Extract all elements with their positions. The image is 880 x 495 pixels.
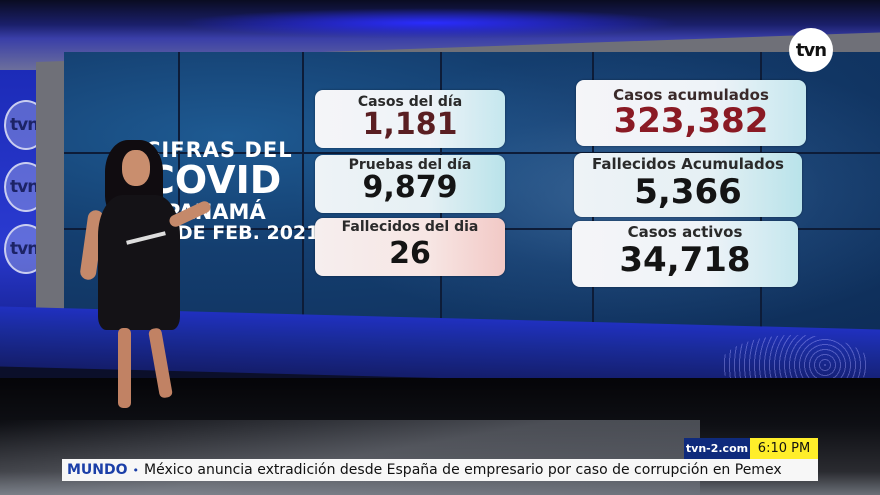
ticker-section: MUNDO bbox=[67, 462, 128, 478]
card-casos-acumulados: Casos acumulados 323,382 bbox=[576, 80, 806, 146]
presenter-dress bbox=[98, 195, 180, 330]
card-label: Casos del día bbox=[357, 94, 463, 110]
card-label: Casos acumulados bbox=[613, 86, 769, 104]
card-value: 1,181 bbox=[362, 107, 458, 142]
card-value: 323,382 bbox=[613, 101, 769, 141]
card-value: 26 bbox=[389, 236, 431, 271]
tvn-channel-logo: tvn bbox=[789, 28, 833, 72]
grid-line bbox=[178, 52, 180, 334]
ceiling-light bbox=[180, 8, 680, 38]
title-line-1: CIFRAS DEL bbox=[145, 138, 293, 162]
card-value: 9,879 bbox=[362, 170, 458, 205]
card-casos-activos: Casos activos 34,718 bbox=[572, 221, 798, 287]
card-fallecidos-acumulados: Fallecidos Acumulados 5,366 bbox=[574, 153, 802, 217]
card-label: Fallecidos Acumulados bbox=[592, 155, 784, 173]
website-tag: tvn-2.com bbox=[684, 438, 750, 459]
title-date: 9 DE FEB. 2021 bbox=[157, 222, 320, 244]
presenter bbox=[79, 140, 213, 420]
card-label: Casos activos bbox=[627, 223, 743, 241]
presenter-face bbox=[122, 150, 150, 186]
card-fallecidos-del-dia: Fallecidos del dia 26 bbox=[315, 218, 505, 276]
card-value: 5,366 bbox=[634, 172, 742, 212]
card-casos-del-dia: Casos del día 1,181 bbox=[315, 90, 505, 148]
grid-line bbox=[302, 52, 304, 334]
card-pruebas-del-dia: Pruebas del día 9,879 bbox=[315, 155, 505, 213]
bullet-icon: • bbox=[132, 463, 140, 477]
card-label: Pruebas del día bbox=[348, 157, 472, 173]
presenter-arm-pointing bbox=[167, 199, 213, 229]
card-value: 34,718 bbox=[619, 240, 751, 280]
presenter-leg bbox=[118, 328, 131, 408]
clock-tag: 6:10 PM bbox=[750, 438, 818, 459]
card-label: Fallecidos del dia bbox=[341, 219, 479, 235]
floor-reflection bbox=[0, 420, 700, 495]
news-ticker: MUNDO • México anuncia extradición desde… bbox=[62, 459, 818, 481]
ticker-headline: México anuncia extradición desde España … bbox=[144, 462, 782, 478]
title-line-2: COVID bbox=[147, 158, 282, 202]
grid-line bbox=[64, 152, 880, 154]
presenter-leg bbox=[148, 327, 173, 399]
